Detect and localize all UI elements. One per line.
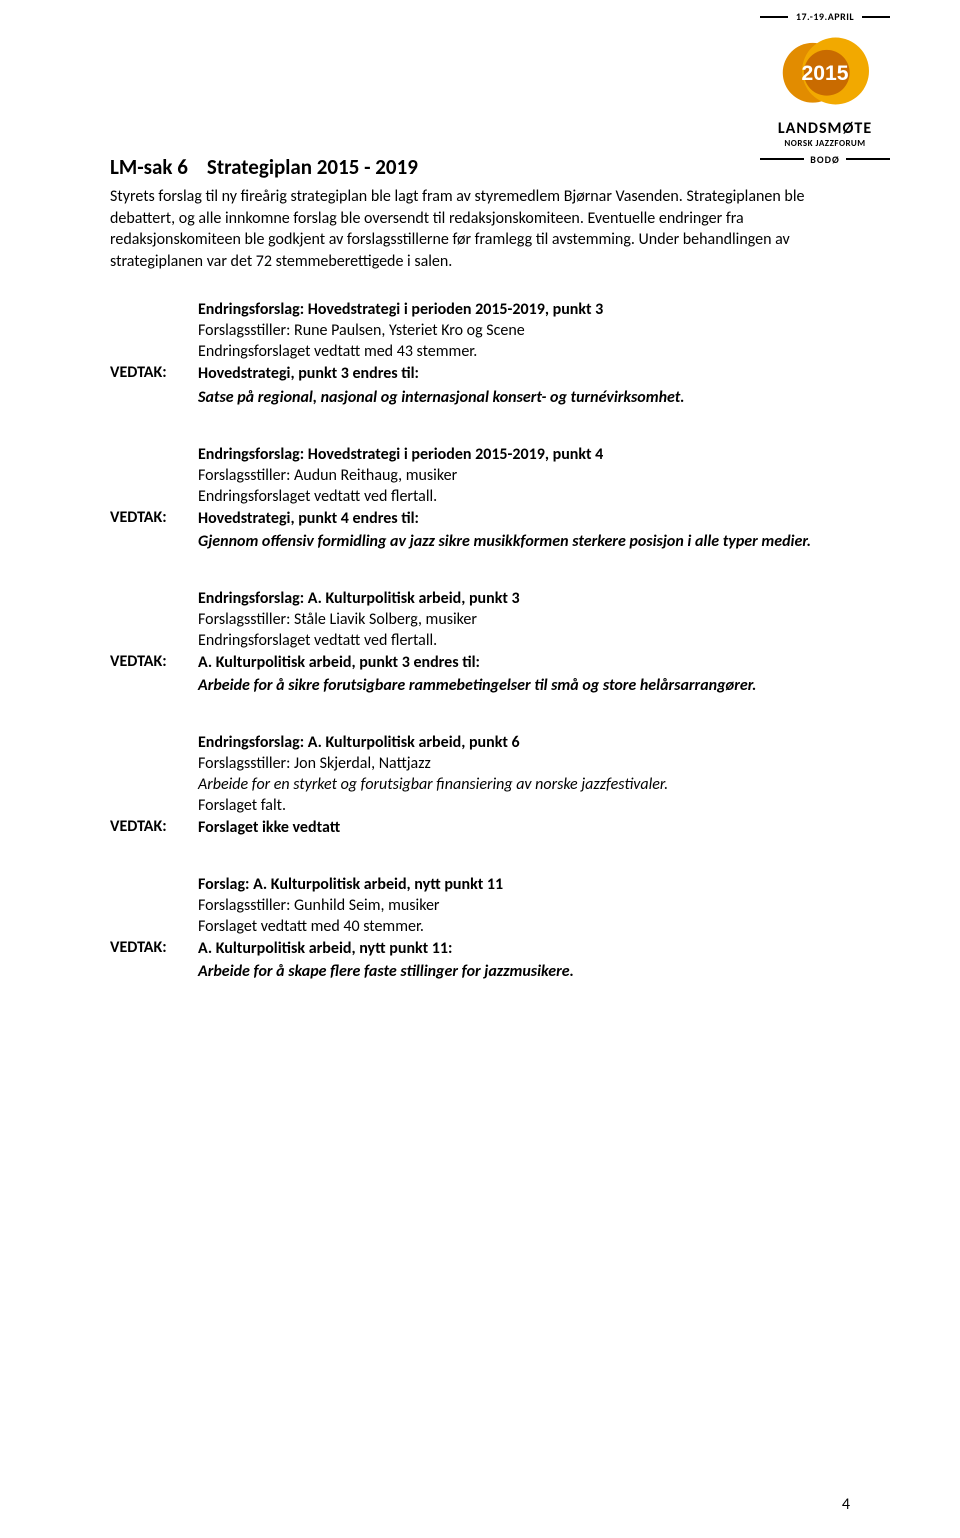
logo-date-bar: 17.-19.APRIL	[760, 10, 890, 23]
proposal-block: Endringsforslag: A. Kulturpolitisk arbei…	[110, 589, 850, 699]
proposal-line: Endringsforslaget vedtatt ved flertall.	[198, 631, 850, 650]
proposal-line: Forslagsstiller: Jon Skjerdal, Nattjazz	[198, 754, 850, 773]
decision-body: A. Kulturpolitisk arbeid, nytt punkt 11:…	[198, 938, 850, 985]
page-number: 4	[842, 1495, 850, 1514]
proposal-line: Forslagsstiller: Audun Reithaug, musiker	[198, 466, 850, 485]
proposal-line: Endringsforslag: Hovedstrategi i periode…	[198, 445, 850, 464]
svg-text:2015: 2015	[802, 62, 849, 85]
proposal-block: Endringsforslag: Hovedstrategi i periode…	[110, 445, 850, 555]
logo-title: LANDSMØTE	[760, 121, 890, 137]
proposal-line: Forslaget vedtatt med 40 stemmer.	[198, 917, 850, 936]
decision-row: VEDTAK:Forslaget ikke vedtatt	[110, 817, 850, 841]
proposal-header-lines: Endringsforslag: Hovedstrategi i periode…	[198, 300, 850, 361]
decision-line: Arbeide for å sikre forutsigbare rammebe…	[198, 675, 850, 697]
vedtak-label: VEDTAK:	[110, 363, 198, 382]
proposal-line: Forslagsstiller: Rune Paulsen, Ysteriet …	[198, 321, 850, 340]
proposal-line: Arbeide for en styrket og forutsigbar fi…	[198, 775, 850, 794]
proposal-line: Endringsforslaget vedtatt med 43 stemmer…	[198, 342, 850, 361]
logo-city: BODØ	[810, 153, 839, 166]
proposal-line: Endringsforslag: A. Kulturpolitisk arbei…	[198, 589, 850, 608]
logo-subtitle: NORSK JAZZFORUM	[760, 139, 890, 150]
vedtak-label: VEDTAK:	[110, 938, 198, 957]
proposal-header-lines: Endringsforslag: A. Kulturpolitisk arbei…	[198, 589, 850, 650]
decision-line: A. Kulturpolitisk arbeid, nytt punkt 11:	[198, 938, 850, 960]
event-logo: 17.-19.APRIL 2015 LANDSMØTE NORSK JAZZFO…	[760, 10, 890, 166]
decision-body: Forslaget ikke vedtatt	[198, 817, 850, 841]
proposal-line: Forslag: A. Kulturpolitisk arbeid, nytt …	[198, 875, 850, 894]
proposal-block: Endringsforslag: A. Kulturpolitisk arbei…	[110, 733, 850, 841]
decision-body: Hovedstrategi, punkt 3 endres til:Satse …	[198, 363, 850, 410]
proposal-line: Forslaget falt.	[198, 796, 850, 815]
proposal-header-lines: Endringsforslag: Hovedstrategi i periode…	[198, 445, 850, 506]
decision-row: VEDTAK:A. Kulturpolitisk arbeid, punkt 3…	[110, 652, 850, 699]
vedtak-label: VEDTAK:	[110, 508, 198, 527]
proposal-block: Endringsforslag: Hovedstrategi i periode…	[110, 300, 850, 410]
proposal-block: Forslag: A. Kulturpolitisk arbeid, nytt …	[110, 875, 850, 985]
logo-dates: 17.-19.APRIL	[792, 10, 858, 23]
decision-body: A. Kulturpolitisk arbeid, punkt 3 endres…	[198, 652, 850, 699]
decision-line: Hovedstrategi, punkt 4 endres til:	[198, 508, 850, 530]
logo-badge: 2015	[781, 27, 869, 115]
decision-row: VEDTAK:Hovedstrategi, punkt 4 endres til…	[110, 508, 850, 555]
decision-line: A. Kulturpolitisk arbeid, punkt 3 endres…	[198, 652, 850, 674]
vedtak-label: VEDTAK:	[110, 652, 198, 671]
decision-line: Arbeide for å skape flere faste stilling…	[198, 961, 850, 983]
proposal-header-lines: Endringsforslag: A. Kulturpolitisk arbei…	[198, 733, 850, 815]
proposal-line: Endringsforslaget vedtatt ved flertall.	[198, 487, 850, 506]
decision-line: Gjennom offensiv formidling av jazz sikr…	[198, 531, 850, 553]
decision-row: VEDTAK:A. Kulturpolitisk arbeid, nytt pu…	[110, 938, 850, 985]
section-intro: Styrets forslag til ny fireårig strategi…	[110, 186, 850, 272]
decision-line: Forslaget ikke vedtatt	[198, 817, 850, 839]
document-content: LM-sak 6 Strategiplan 2015 - 2019 Styret…	[110, 154, 850, 985]
vedtak-label: VEDTAK:	[110, 817, 198, 836]
proposal-header-lines: Forslag: A. Kulturpolitisk arbeid, nytt …	[198, 875, 850, 936]
decision-line: Satse på regional, nasjonal og internasj…	[198, 387, 850, 409]
proposal-line: Forslagsstiller: Ståle Liavik Solberg, m…	[198, 610, 850, 629]
proposal-line: Forslagsstiller: Gunhild Seim, musiker	[198, 896, 850, 915]
decision-line: Hovedstrategi, punkt 3 endres til:	[198, 363, 850, 385]
proposal-line: Endringsforslag: Hovedstrategi i periode…	[198, 300, 850, 319]
section-title: LM-sak 6 Strategiplan 2015 - 2019	[110, 154, 850, 180]
decision-row: VEDTAK:Hovedstrategi, punkt 3 endres til…	[110, 363, 850, 410]
proposal-line: Endringsforslag: A. Kulturpolitisk arbei…	[198, 733, 850, 752]
decision-body: Hovedstrategi, punkt 4 endres til:Gjenno…	[198, 508, 850, 555]
logo-city-bar: BODØ	[760, 153, 890, 166]
